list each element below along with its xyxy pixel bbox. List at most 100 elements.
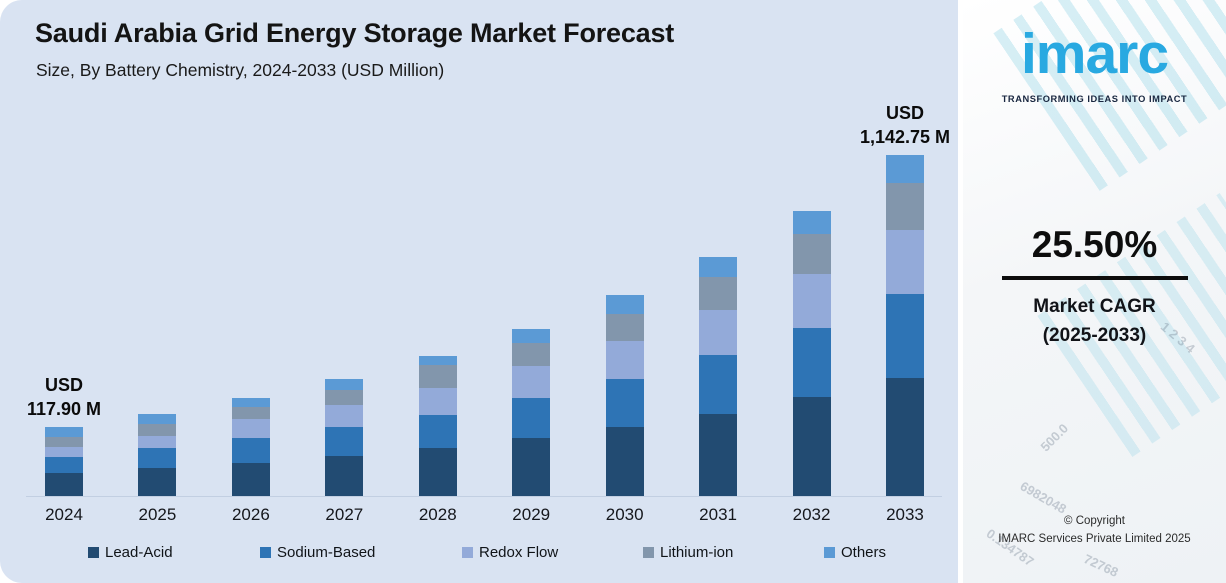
bar-segment-2029-sodium-based [512, 398, 551, 438]
bar-segment-2025-others [138, 414, 177, 424]
cagr-label-line2: (2025-2033) [1042, 325, 1147, 346]
bar-segment-2025-lead-acid [138, 468, 177, 496]
bar-segment-2028-redox-flow [418, 388, 457, 415]
copyright-line2: IMARC Services Private Limited 2025 [998, 533, 1191, 545]
bar-segment-2031-lithium-ion [699, 277, 738, 310]
bar-segment-2031-lead-acid [699, 414, 738, 496]
legend-item-lithium-ion: Lithium-ion [643, 544, 733, 561]
copyright: © Copyright IMARC Services Private Limit… [963, 512, 1226, 548]
decor-number: 72768 [1081, 551, 1121, 580]
bar-segment-2024-sodium-based [45, 457, 83, 473]
bar-2030 [605, 295, 644, 496]
x-tick-label-2032: 2032 [792, 505, 831, 524]
bar-segment-2028-lithium-ion [418, 365, 457, 388]
bar-2026 [231, 398, 270, 496]
bar-segment-2028-others [418, 356, 457, 365]
x-tick-label-2033: 2033 [886, 505, 924, 524]
chart-panel: Saudi Arabia Grid Energy Storage Market … [0, 0, 958, 583]
bar-segment-2030-lead-acid [605, 427, 644, 496]
bar-segment-2032-sodium-based [792, 328, 831, 397]
bar-segment-2024-others [45, 427, 83, 437]
decor-number: 500.0 [1037, 420, 1072, 455]
bar-segment-2033-lead-acid [885, 378, 924, 496]
bar-segment-2032-lead-acid [792, 397, 831, 496]
bar-segment-2033-others [885, 155, 924, 183]
decor-number: 6982048 [1017, 478, 1069, 517]
bar-segment-2029-others [512, 329, 551, 343]
bar-segment-2030-redox-flow [605, 341, 644, 379]
bar-segment-2025-sodium-based [138, 448, 177, 468]
bar-segment-2025-lithium-ion [138, 424, 177, 436]
x-axis-line [26, 496, 942, 497]
legend-item-others: Others [824, 544, 886, 561]
bar-segment-2029-redox-flow [512, 366, 551, 398]
bar-segment-2027-lithium-ion [325, 390, 364, 405]
bar-segment-2026-lithium-ion [231, 407, 270, 419]
bar-segment-2031-redox-flow [699, 310, 738, 355]
bar-segment-2028-lead-acid [418, 448, 457, 496]
bar-segment-2025-redox-flow [138, 436, 177, 448]
x-tick-label-2028: 2028 [418, 505, 457, 524]
bar-segment-2030-others [605, 295, 644, 314]
bar-segment-2028-sodium-based [418, 415, 457, 448]
cagr-block: 25.50% Market CAGR (2025-2033) [963, 224, 1226, 350]
bar-segment-2027-sodium-based [325, 427, 364, 456]
bar-2028 [418, 356, 457, 496]
bar-segment-2031-sodium-based [699, 355, 738, 414]
legend-swatch-icon [462, 547, 473, 558]
x-tick-label-2031: 2031 [699, 505, 737, 524]
bar-segment-2029-lithium-ion [512, 343, 551, 366]
bar-segment-2027-others [325, 379, 364, 390]
bar-segment-2030-sodium-based [605, 379, 644, 427]
bar-segment-2026-sodium-based [231, 438, 270, 463]
bar-segment-2024-lithium-ion [45, 437, 83, 447]
x-tick-label-2027: 2027 [325, 505, 364, 524]
x-tick-label-2024: 2024 [45, 505, 83, 524]
x-tick-label-2025: 2025 [138, 505, 177, 524]
cagr-label-line1: Market CAGR [1033, 296, 1156, 317]
legend-swatch-icon [88, 547, 99, 558]
bar-segment-2032-lithium-ion [792, 234, 831, 274]
legend-swatch-icon [643, 547, 654, 558]
legend-label: Lithium-ion [660, 544, 734, 561]
legend-item-sodium-based: Sodium-Based [260, 544, 375, 561]
bar-2027 [325, 379, 364, 496]
value-annotation-2024: USD 117.90 M [26, 375, 102, 419]
plot-area: 2024 2025 2026 2027 2028 2029 2030 2031 2032 2033… [26, 103, 950, 561]
bar-segment-2024-redox-flow [45, 447, 83, 457]
bar-segment-2027-lead-acid [325, 456, 364, 496]
imarc-logo: imarc [1020, 22, 1169, 86]
legend-swatch-icon [260, 547, 271, 558]
bar-segment-2029-lead-acid [512, 438, 551, 496]
value-annotation-2033: USD 1,142.75 M [859, 103, 951, 147]
bar-2029 [512, 329, 551, 496]
legend-label: Redox Flow [479, 544, 559, 561]
bar-segment-2026-redox-flow [231, 419, 270, 438]
x-tick-label-2026: 2026 [231, 505, 270, 524]
bar-segment-2026-others [231, 398, 270, 407]
bar-segment-2026-lead-acid [231, 463, 270, 496]
page-title: Saudi Arabia Grid Energy Storage Market … [35, 18, 675, 48]
legend-item-redox-flow: Redox Flow [462, 544, 558, 561]
legend-label: Sodium-Based [277, 544, 376, 561]
bar-segment-2024-lead-acid [45, 473, 83, 496]
copyright-line1: © Copyright [1064, 515, 1125, 527]
legend-item-lead-acid: Lead-Acid [88, 544, 173, 561]
legend-label: Others [841, 544, 887, 561]
bar-2032 [792, 211, 831, 496]
bar-2031 [699, 257, 738, 496]
bar-segment-2033-sodium-based [885, 294, 924, 378]
brand-sidebar: 1 2 3 4 500.0 6982048 0.134787 72768 imarc T… [963, 0, 1226, 583]
bar-segment-2027-redox-flow [325, 405, 364, 427]
bar-2025 [138, 414, 177, 496]
cagr-value: 25.50% [1031, 224, 1158, 265]
bar-segment-2030-lithium-ion [605, 314, 644, 341]
bar-segment-2033-lithium-ion [885, 183, 924, 230]
legend-swatch-icon [824, 547, 835, 558]
bar-segment-2032-others [792, 211, 831, 234]
legend-label: Lead-Acid [105, 544, 173, 561]
imarc-tagline: TRANSFORMING IDEAS INTO IMPACT [1001, 94, 1188, 104]
page-subtitle: Size, By Battery Chemistry, 2024-2033 (U… [36, 60, 445, 80]
x-tick-label-2029: 2029 [512, 505, 551, 524]
bar-segment-2031-others [699, 257, 738, 277]
